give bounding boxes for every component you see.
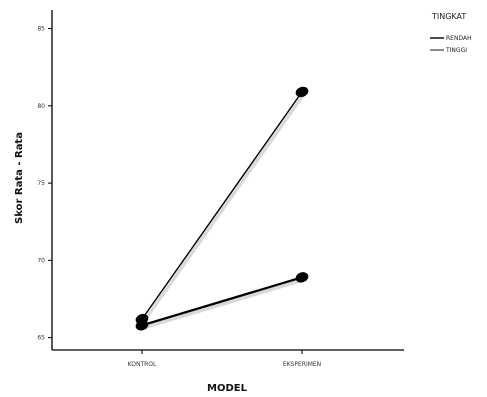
x-axis-title: MODEL [207, 383, 248, 394]
x-tick-label: EKSPERIMEN [283, 361, 321, 368]
legend-entry-label: TINGGI [445, 47, 467, 54]
legend-title: TINGKAT [431, 12, 466, 21]
axes [51, 10, 404, 351]
x-tick-label: KONTROL [128, 361, 157, 368]
series-layer [135, 86, 309, 331]
y-tick-label: 65 [37, 335, 45, 342]
y-ticks: 65 70 75 80 85 [37, 26, 52, 342]
series-line [141, 276, 303, 327]
series-line-shadow [143, 277, 305, 330]
y-axis-title: Skor Rata - Rata [14, 132, 25, 224]
legend: TINGKAT RENDAH TINGGI [430, 12, 472, 54]
x-ticks: KONTROL EKSPERIMEN [128, 350, 321, 368]
legend-entry-label: RENDAH [446, 35, 472, 42]
series-line [141, 91, 303, 320]
series-line-shadow [142, 92, 306, 323]
data-point [295, 272, 309, 283]
data-point [135, 320, 149, 331]
data-point [295, 86, 309, 98]
y-tick-label: 85 [37, 26, 45, 33]
series-tinggi [135, 272, 309, 331]
legend-entries: RENDAH TINGGI [430, 35, 472, 54]
series-rendah [135, 86, 309, 325]
y-tick-label: 75 [37, 180, 45, 187]
y-tick-label: 80 [37, 103, 45, 110]
y-tick-label: 70 [37, 257, 45, 264]
